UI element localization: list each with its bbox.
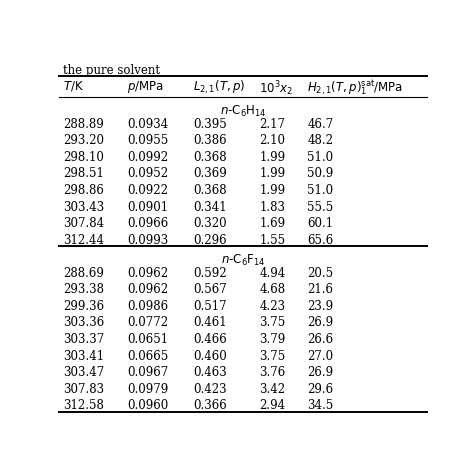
Text: 0.567: 0.567: [193, 283, 227, 296]
Text: 0.0993: 0.0993: [127, 234, 168, 247]
Text: 3.76: 3.76: [259, 366, 286, 379]
Text: 65.6: 65.6: [307, 234, 334, 247]
Text: $T$/K: $T$/K: [63, 79, 84, 93]
Text: 0.0967: 0.0967: [127, 366, 168, 379]
Text: 27.0: 27.0: [307, 349, 333, 363]
Text: 0.0979: 0.0979: [127, 383, 168, 396]
Text: $L_{2,1}(T,p)$: $L_{2,1}(T,p)$: [193, 79, 246, 96]
Text: 4.23: 4.23: [259, 300, 285, 313]
Text: 0.592: 0.592: [193, 267, 227, 280]
Text: 1.99: 1.99: [259, 151, 285, 164]
Text: 303.37: 303.37: [63, 333, 104, 346]
Text: 29.6: 29.6: [307, 383, 333, 396]
Text: 307.83: 307.83: [63, 383, 104, 396]
Text: 0.0772: 0.0772: [127, 316, 168, 329]
Text: 0.0960: 0.0960: [127, 399, 168, 412]
Text: 4.68: 4.68: [259, 283, 285, 296]
Text: 1.83: 1.83: [259, 201, 285, 213]
Text: 0.0651: 0.0651: [127, 333, 168, 346]
Text: 1.69: 1.69: [259, 217, 285, 230]
Text: 0.320: 0.320: [193, 217, 227, 230]
Text: 48.2: 48.2: [307, 134, 333, 147]
Text: 0.0665: 0.0665: [127, 349, 168, 363]
Text: 0.0952: 0.0952: [127, 168, 168, 180]
Text: 0.296: 0.296: [193, 234, 227, 247]
Text: 0.0955: 0.0955: [127, 134, 168, 147]
Text: 288.69: 288.69: [63, 267, 104, 280]
Text: 0.0992: 0.0992: [127, 151, 168, 164]
Text: 307.84: 307.84: [63, 217, 104, 230]
Text: 0.366: 0.366: [193, 399, 227, 412]
Text: 1.99: 1.99: [259, 168, 285, 180]
Text: 299.36: 299.36: [63, 300, 104, 313]
Text: $H_{2,1}(T,p)_1^\mathrm{sat}$/MPa: $H_{2,1}(T,p)_1^\mathrm{sat}$/MPa: [307, 79, 403, 98]
Text: 26.9: 26.9: [307, 366, 333, 379]
Text: 51.0: 51.0: [307, 184, 333, 197]
Text: 0.0986: 0.0986: [127, 300, 168, 313]
Text: 303.47: 303.47: [63, 366, 104, 379]
Text: 3.79: 3.79: [259, 333, 286, 346]
Text: 3.42: 3.42: [259, 383, 285, 396]
Text: 0.0962: 0.0962: [127, 283, 168, 296]
Text: 0.0922: 0.0922: [127, 184, 168, 197]
Text: 20.5: 20.5: [307, 267, 333, 280]
Text: 293.20: 293.20: [63, 134, 104, 147]
Text: 3.75: 3.75: [259, 316, 286, 329]
Text: 0.341: 0.341: [193, 201, 227, 213]
Text: 293.38: 293.38: [63, 283, 104, 296]
Text: 0.0962: 0.0962: [127, 267, 168, 280]
Text: 4.94: 4.94: [259, 267, 286, 280]
Text: 3.75: 3.75: [259, 349, 286, 363]
Text: 298.10: 298.10: [63, 151, 104, 164]
Text: $n$-C$_6$F$_{14}$: $n$-C$_6$F$_{14}$: [221, 252, 265, 267]
Text: 0.386: 0.386: [193, 134, 227, 147]
Text: 60.1: 60.1: [307, 217, 333, 230]
Text: 0.395: 0.395: [193, 118, 227, 131]
Text: 0.461: 0.461: [193, 316, 227, 329]
Text: 298.86: 298.86: [63, 184, 104, 197]
Text: 0.0934: 0.0934: [127, 118, 168, 131]
Text: 2.17: 2.17: [259, 118, 285, 131]
Text: $10^3x_2$: $10^3x_2$: [259, 79, 293, 98]
Text: 2.10: 2.10: [259, 134, 285, 147]
Text: 2.94: 2.94: [259, 399, 285, 412]
Text: 1.55: 1.55: [259, 234, 285, 247]
Text: 298.51: 298.51: [63, 168, 104, 180]
Text: the pure solvent: the pure solvent: [63, 64, 160, 77]
Text: 0.368: 0.368: [193, 151, 227, 164]
Text: 23.9: 23.9: [307, 300, 333, 313]
Text: $n$-C$_6$H$_{14}$: $n$-C$_6$H$_{14}$: [219, 104, 266, 119]
Text: 21.6: 21.6: [307, 283, 333, 296]
Text: 0.0966: 0.0966: [127, 217, 168, 230]
Text: 288.89: 288.89: [63, 118, 104, 131]
Text: 46.7: 46.7: [307, 118, 334, 131]
Text: 303.36: 303.36: [63, 316, 104, 329]
Text: 312.44: 312.44: [63, 234, 104, 247]
Text: 0.0901: 0.0901: [127, 201, 168, 213]
Text: 26.6: 26.6: [307, 333, 333, 346]
Text: 0.517: 0.517: [193, 300, 227, 313]
Text: 0.460: 0.460: [193, 349, 227, 363]
Text: 312.58: 312.58: [63, 399, 104, 412]
Text: 34.5: 34.5: [307, 399, 334, 412]
Text: 50.9: 50.9: [307, 168, 334, 180]
Text: 26.9: 26.9: [307, 316, 333, 329]
Text: 0.368: 0.368: [193, 184, 227, 197]
Text: $p$/MPa: $p$/MPa: [127, 79, 164, 95]
Text: 0.463: 0.463: [193, 366, 227, 379]
Text: 55.5: 55.5: [307, 201, 334, 213]
Text: 1.99: 1.99: [259, 184, 285, 197]
Text: 0.369: 0.369: [193, 168, 227, 180]
Text: 0.423: 0.423: [193, 383, 227, 396]
Text: 0.466: 0.466: [193, 333, 227, 346]
Text: 51.0: 51.0: [307, 151, 333, 164]
Text: 303.41: 303.41: [63, 349, 104, 363]
Text: 303.43: 303.43: [63, 201, 104, 213]
